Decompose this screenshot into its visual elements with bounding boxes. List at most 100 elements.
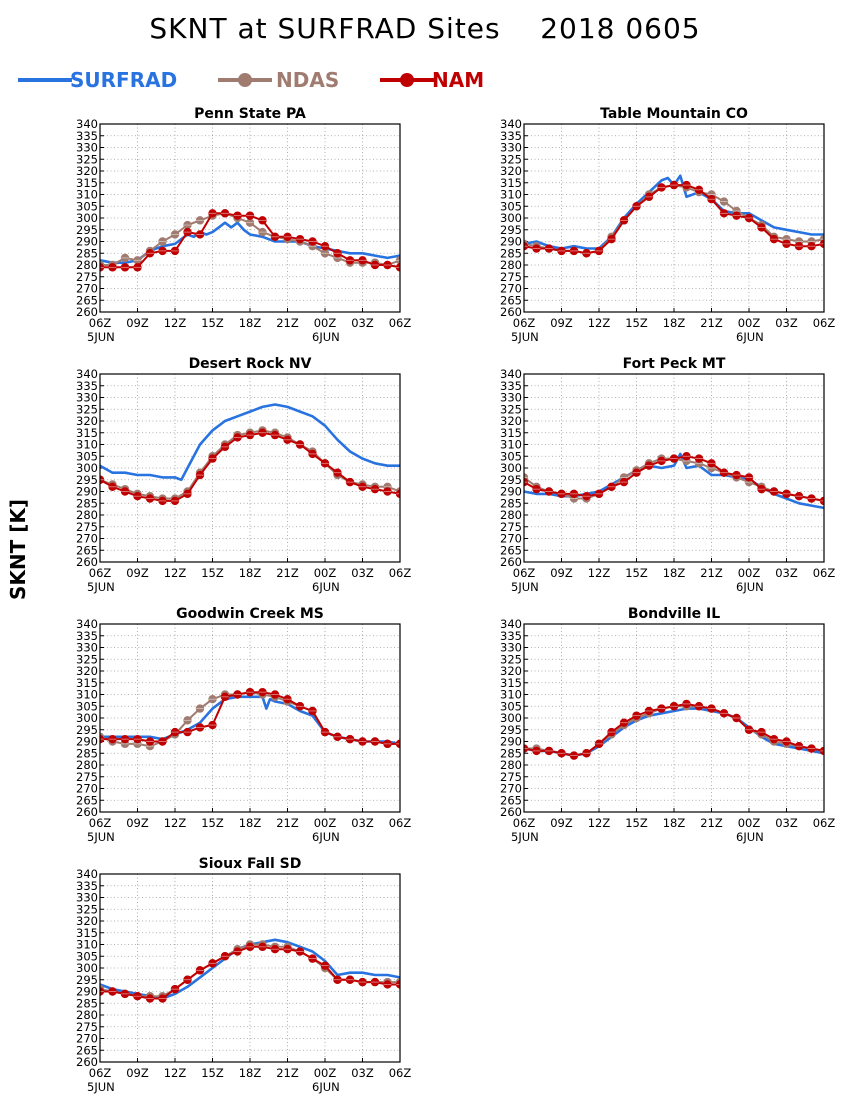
x-tick-label: 18Z: [239, 316, 262, 330]
panel-title: Bondville IL: [628, 606, 720, 622]
x-tick-label: 12Z: [588, 316, 611, 330]
y-tick-label: 320: [500, 164, 522, 178]
x-tick-label: 09Z: [550, 816, 573, 830]
plot-frame: [99, 623, 401, 813]
legend: SURFRAD NDAS NAM: [18, 64, 718, 96]
y-tick-label: 335: [76, 129, 98, 143]
y-tick-label: 335: [500, 379, 522, 393]
x-tick-label: 21Z: [276, 316, 299, 330]
x-tick-label: 09Z: [550, 566, 573, 580]
panel-title: Fort Peck MT: [623, 356, 726, 372]
y-tick-label: 270: [76, 782, 98, 796]
x-tick-label: 06Z: [513, 816, 536, 830]
y-tick-label: 270: [76, 1032, 98, 1046]
y-tick-label: 300: [76, 461, 98, 475]
y-tick-label: 305: [500, 199, 522, 213]
x-tick-label: 03Z: [351, 1066, 374, 1080]
chart-panel-bondville: Bondville IL2602652702752802852902953003…: [500, 606, 836, 844]
y-tick-label: 290: [500, 485, 522, 499]
y-tick-label: 340: [500, 117, 522, 131]
x-tick-label: 12Z: [164, 1066, 187, 1080]
date-label: 5JUN: [87, 1080, 115, 1094]
y-tick-label: 320: [76, 164, 98, 178]
y-tick-label: 270: [76, 282, 98, 296]
y-tick-label: 275: [500, 520, 522, 534]
x-tick-label: 18Z: [663, 566, 686, 580]
x-tick-label: 03Z: [351, 566, 374, 580]
series-group: [100, 938, 400, 1003]
y-tick-label: 285: [76, 246, 98, 260]
x-tick-label: 00Z: [738, 566, 761, 580]
series-line-nam: [100, 431, 400, 502]
y-tick-label: 260: [500, 555, 522, 569]
y-tick-label: 285: [500, 496, 522, 510]
x-tick-label: 21Z: [276, 1066, 299, 1080]
plot-frame: [523, 373, 825, 563]
plot-frame: [99, 373, 401, 563]
y-tick-label: 310: [500, 438, 522, 452]
series-group: [100, 209, 400, 272]
legend-label-nam: NAM: [432, 68, 485, 92]
y-tick-label: 265: [76, 543, 98, 557]
x-tick-label: 09Z: [126, 1066, 149, 1080]
y-tick-label: 280: [500, 258, 522, 272]
series-group: [524, 699, 824, 760]
x-tick-label: 09Z: [126, 566, 149, 580]
date-label: 5JUN: [87, 830, 115, 844]
y-tick-label: 300: [500, 211, 522, 225]
y-tick-label: 340: [500, 617, 522, 631]
y-tick-label: 325: [76, 152, 98, 166]
y-tick-label: 305: [76, 699, 98, 713]
plot-frame: [99, 873, 401, 1063]
x-tick-label: 21Z: [276, 816, 299, 830]
y-tick-label: 275: [500, 270, 522, 284]
x-tick-label: 03Z: [775, 566, 798, 580]
x-tick-label: 00Z: [314, 316, 337, 330]
y-tick-label: 335: [500, 129, 522, 143]
series-line-ndas: [100, 943, 400, 998]
x-tick-label: 03Z: [351, 816, 374, 830]
y-tick-label: 290: [500, 735, 522, 749]
chart-panel-sioux-fall: Sioux Fall SD 260265270275280285290295300…: [76, 856, 411, 1094]
y-tick-label: 300: [500, 461, 522, 475]
x-tick-label: 06Z: [513, 566, 536, 580]
legend-marker-ndas: [238, 73, 252, 87]
legend-swatch-surfrad: [18, 78, 72, 82]
y-tick-label: 340: [76, 617, 98, 631]
x-tick-label: 12Z: [164, 816, 187, 830]
y-tick-label: 300: [76, 711, 98, 725]
y-tick-label: 275: [76, 270, 98, 284]
x-tick-label: 15Z: [625, 816, 648, 830]
y-tick-label: 325: [76, 402, 98, 416]
series-group: [524, 174, 824, 258]
y-tick-label: 295: [76, 973, 98, 987]
y-tick-label: 330: [76, 891, 98, 905]
y-tick-label: 320: [500, 664, 522, 678]
y-tick-label: 265: [500, 793, 522, 807]
y-tick-label: 285: [500, 746, 522, 760]
y-tick-label: 280: [76, 508, 98, 522]
y-tick-label: 310: [76, 188, 98, 202]
y-tick-label: 280: [76, 258, 98, 272]
x-tick-label: 06Z: [813, 316, 836, 330]
chart-panel-table-mountain: Table Mountain CO 26026527027528028529029…: [500, 106, 836, 344]
date-label: 5JUN: [87, 330, 115, 344]
x-tick-label: 06Z: [89, 316, 112, 330]
series-line-surfrad: [100, 221, 400, 264]
y-axis-title: SKNT [K]: [6, 498, 30, 600]
y-tick-label: 295: [76, 473, 98, 487]
x-tick-label: 06Z: [813, 566, 836, 580]
y-tick-label: 325: [76, 902, 98, 916]
y-tick-label: 310: [76, 688, 98, 702]
x-tick-label: 06Z: [813, 816, 836, 830]
y-tick-label: 260: [76, 1055, 98, 1069]
y-tick-label: 290: [76, 485, 98, 499]
chart-panel-goodwin-creek: Goodwin Creek MS 260265270275280285290295…: [76, 606, 411, 844]
y-tick-label: 340: [76, 867, 98, 881]
y-tick-label: 310: [76, 438, 98, 452]
legend-swatch-ndas: [218, 73, 272, 87]
x-tick-label: 03Z: [351, 316, 374, 330]
x-tick-label: 21Z: [700, 566, 723, 580]
x-tick-label: 18Z: [239, 1066, 262, 1080]
y-tick-label: 280: [76, 1008, 98, 1022]
